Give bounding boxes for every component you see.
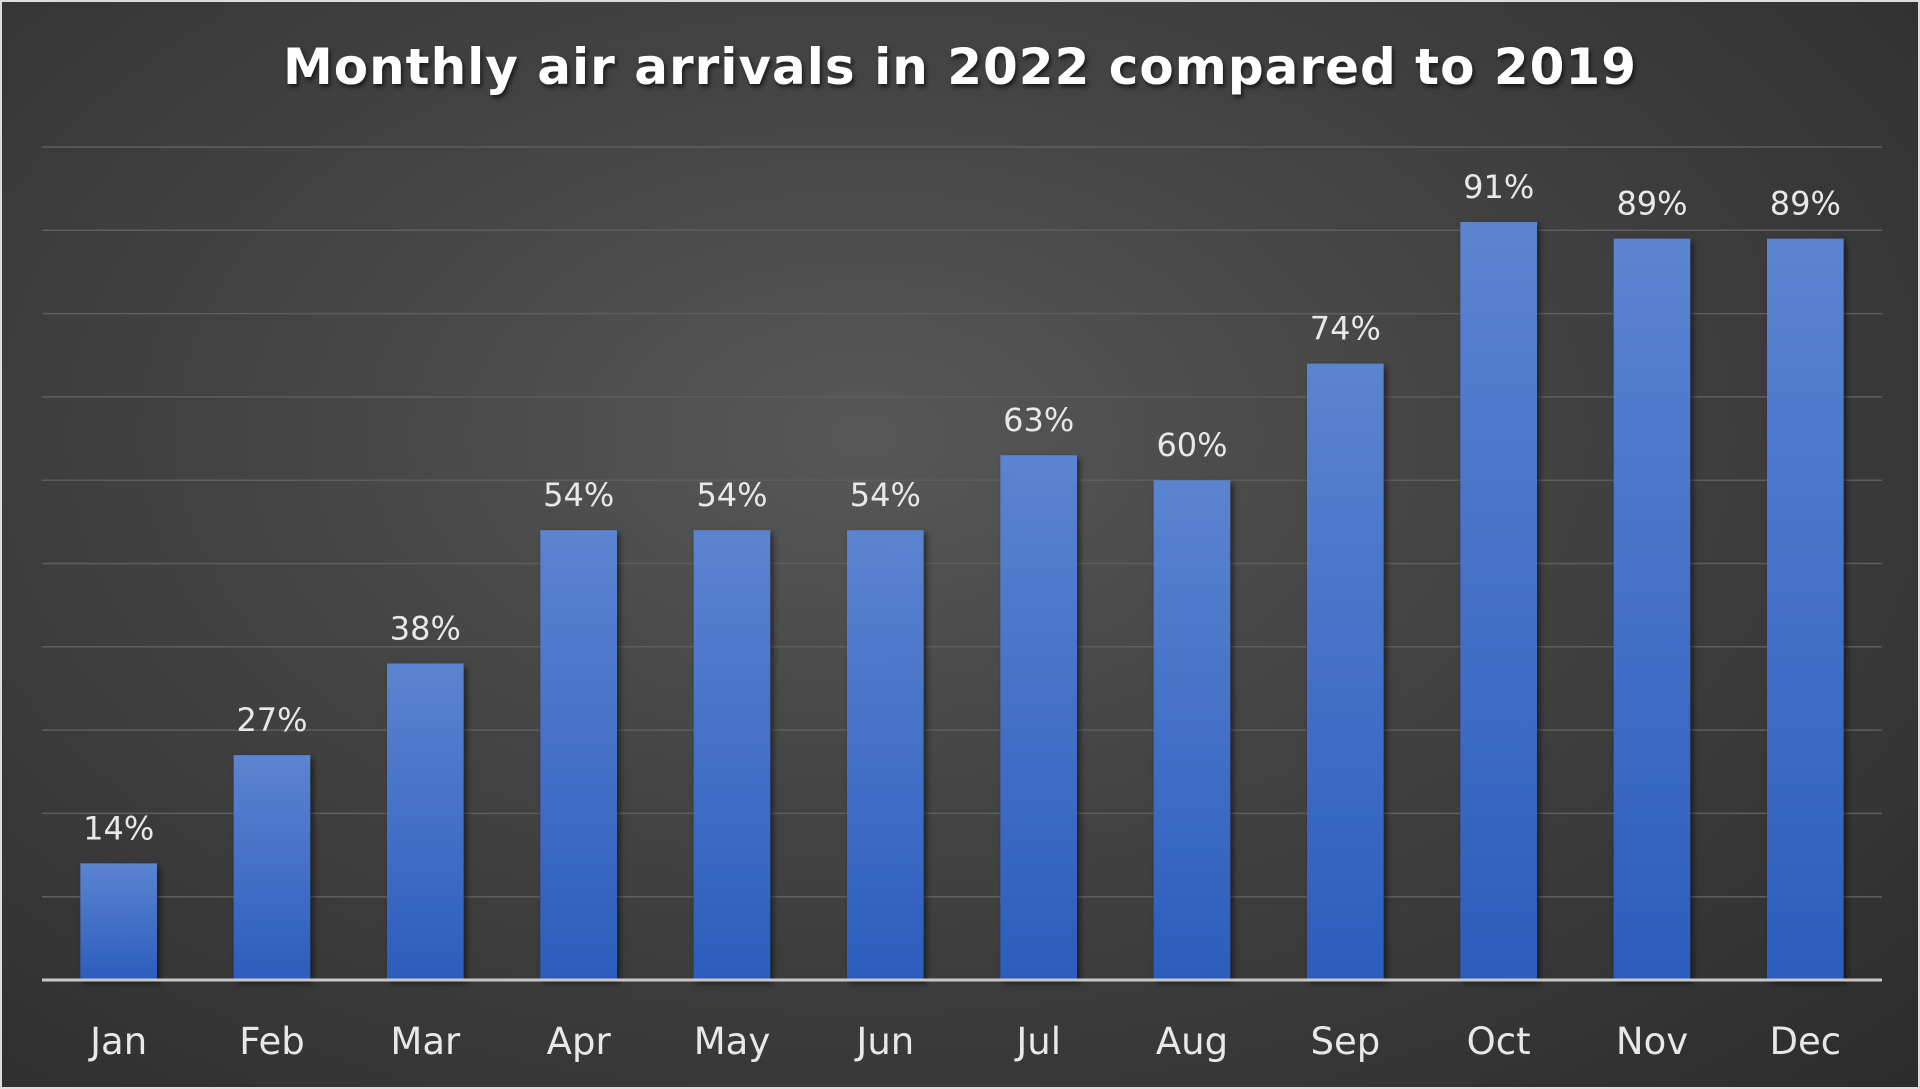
data-label: 54%: [543, 476, 614, 514]
gridlines: [42, 146, 1882, 898]
data-label: 74%: [1310, 310, 1381, 348]
bar-sep: [1307, 363, 1384, 981]
x-tick-label: Nov: [1616, 1020, 1688, 1063]
x-tick-label: Oct: [1467, 1020, 1531, 1063]
bar-may: [693, 530, 771, 980]
data-label: 91%: [1463, 168, 1534, 206]
data-label: 27%: [236, 701, 307, 739]
x-tick-label: Feb: [239, 1020, 305, 1063]
x-tick-label: Jun: [854, 1020, 914, 1063]
data-label: 54%: [696, 476, 767, 514]
bar-feb: [233, 755, 311, 980]
data-label: 89%: [1616, 185, 1687, 223]
x-tick-label: Mar: [390, 1020, 461, 1063]
data-label: 60%: [1156, 426, 1227, 464]
bar-jun: [847, 530, 924, 980]
x-tick-label: Sep: [1310, 1020, 1380, 1063]
x-tick-label: Jul: [1014, 1020, 1061, 1063]
bar-mar: [387, 663, 464, 980]
bar-dec: [1767, 238, 1844, 980]
x-axis-labels: Jan Feb Mar Apr May Jun Jul Aug Sep Oct Nov Dec: [88, 1020, 1841, 1063]
bar-nov: [1613, 238, 1691, 980]
bar-apr: [540, 530, 617, 980]
data-label: 14%: [83, 809, 154, 847]
chart-title: Monthly air arrivals in 2022 compared to…: [282, 38, 1638, 96]
data-labels: 14% 27% 38% 54% 54% 54% 63% 60% 74% 91% 89% 89%: [83, 168, 1841, 847]
data-label: 38%: [390, 609, 461, 647]
data-label: 89%: [1770, 185, 1841, 223]
bar-aug: [1153, 480, 1231, 980]
data-label: 54%: [850, 476, 921, 514]
bars: [80, 221, 1844, 981]
bar-jul: [1000, 455, 1077, 981]
x-tick-label: Dec: [1770, 1020, 1842, 1063]
x-tick-label: May: [694, 1020, 771, 1063]
bar-jan: [80, 863, 157, 980]
x-tick-label: Apr: [547, 1020, 612, 1063]
x-tick-label: Aug: [1156, 1020, 1228, 1063]
x-tick-label: Jan: [88, 1020, 147, 1063]
bar-oct: [1460, 221, 1537, 981]
data-label: 63%: [1003, 401, 1074, 439]
